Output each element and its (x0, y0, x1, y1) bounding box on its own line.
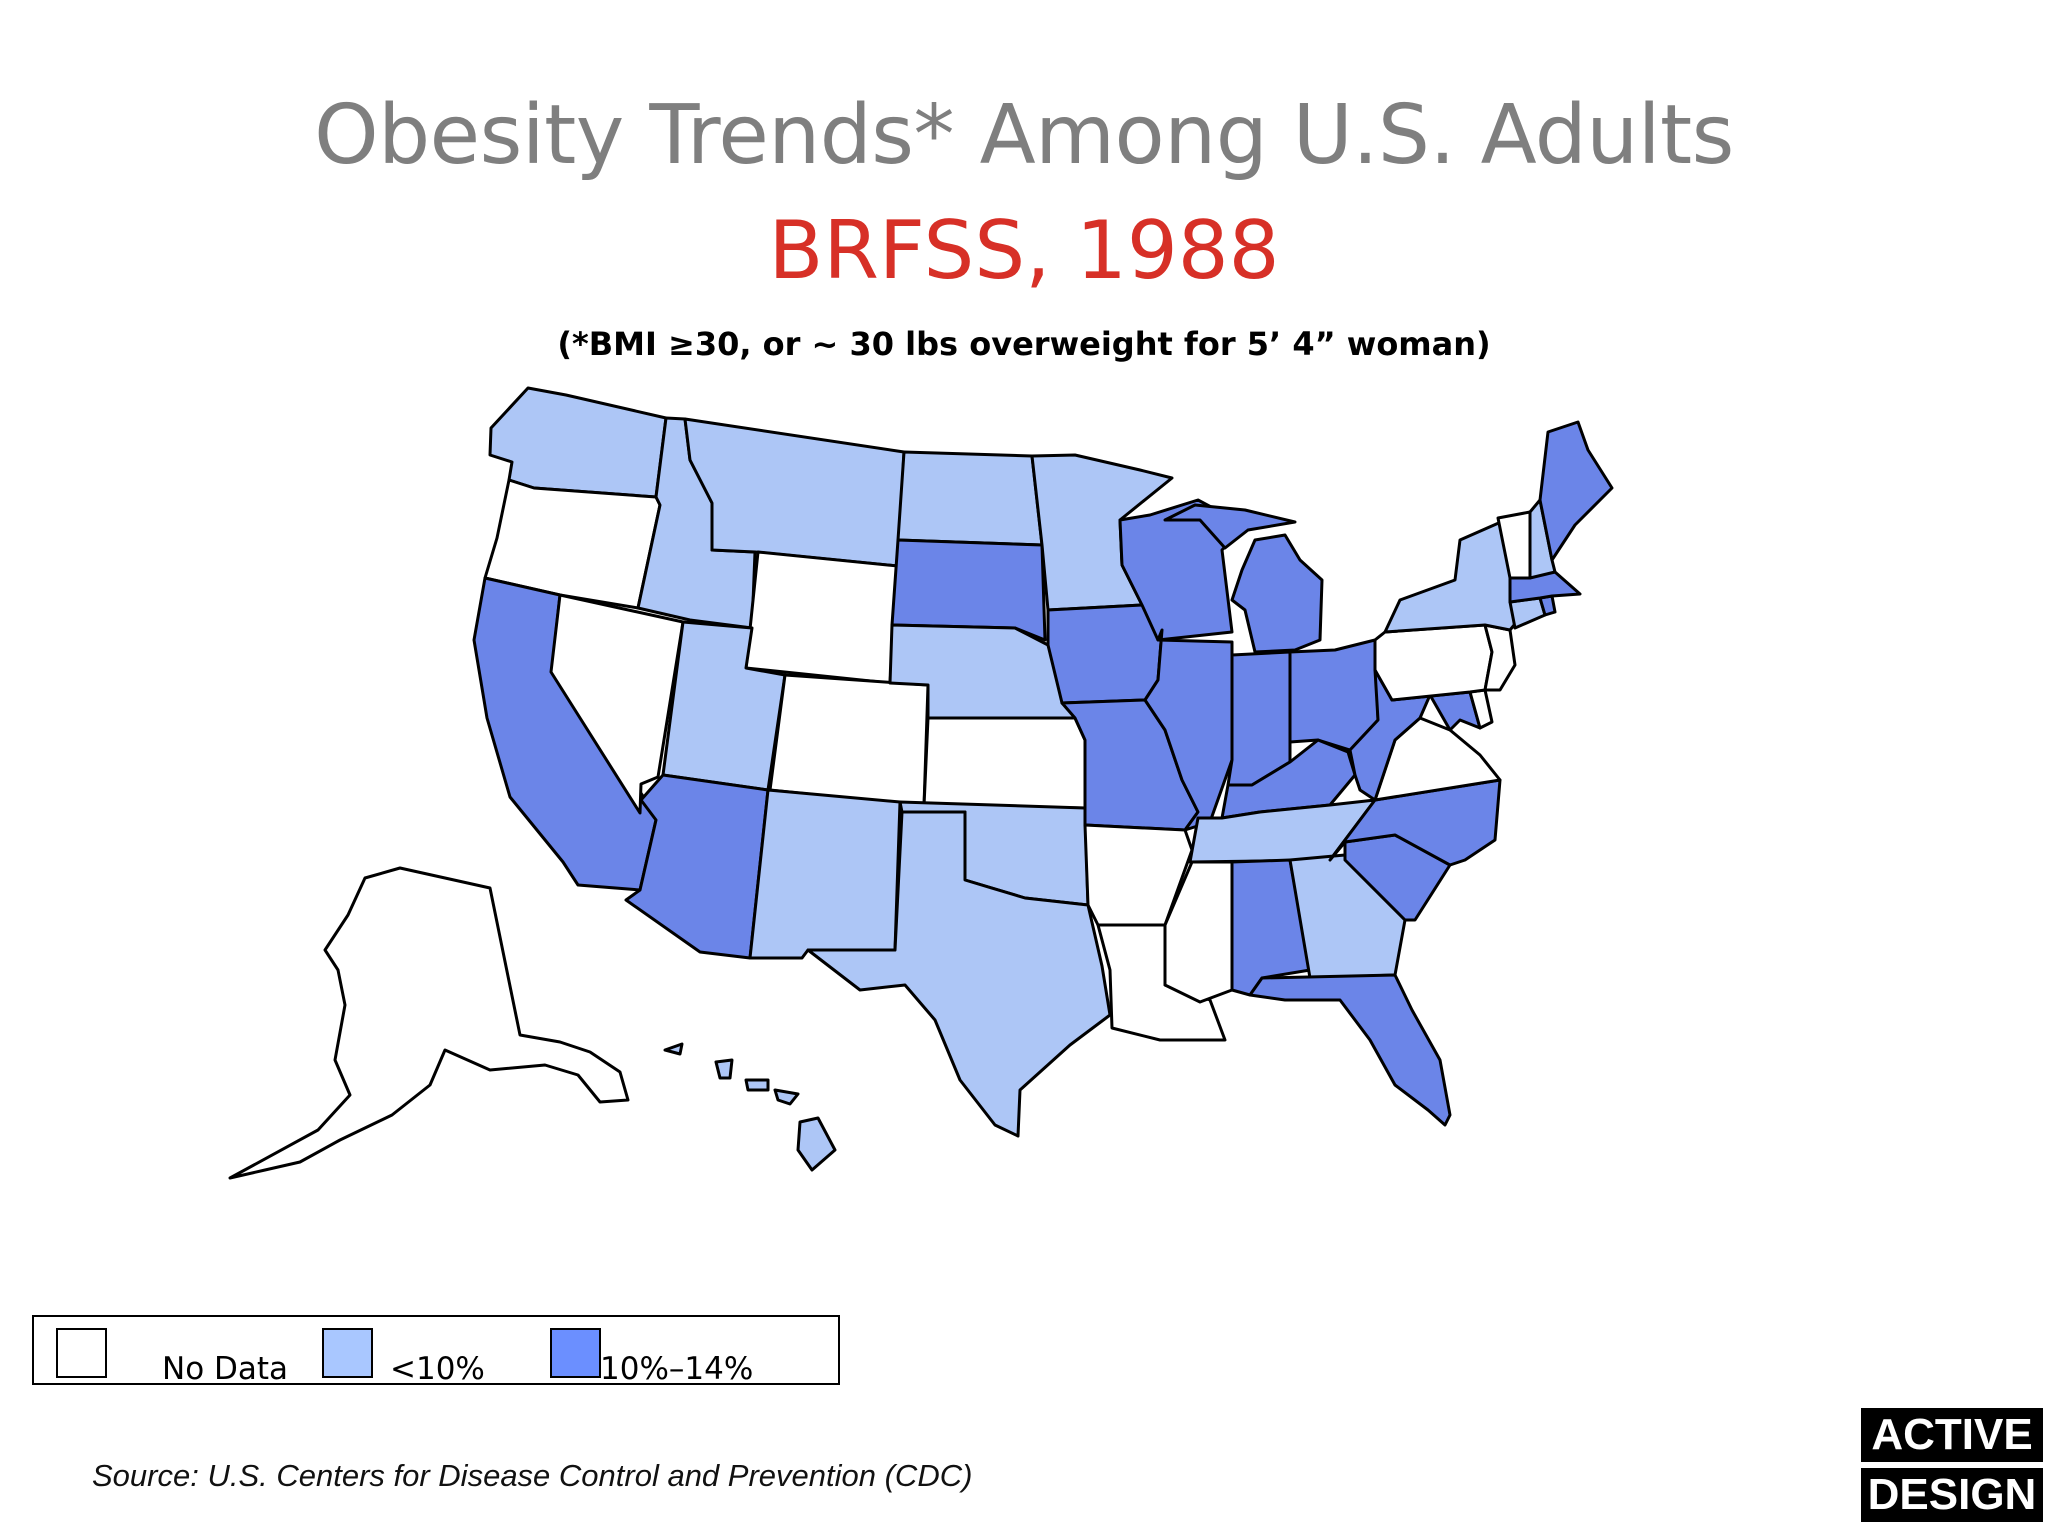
legend-swatch-no-data (56, 1328, 107, 1378)
state-IA (1046, 603, 1164, 705)
active-design-logo: ACTIVE DESIGN (1861, 1408, 2043, 1528)
legend-swatch-lt10 (322, 1328, 373, 1378)
state-UP (1163, 503, 1297, 550)
state-ND (896, 450, 1044, 547)
bmi-note: (*BMI ≥30, or ~ 30 lbs overweight for 5’… (557, 325, 1491, 363)
source-note: Source: U.S. Centers for Disease Control… (92, 1458, 973, 1493)
state-FL (1248, 973, 1452, 1127)
legend: No Data <10% 10%–14% (32, 1315, 840, 1387)
state-HI-4 (773, 1088, 800, 1106)
legend-label-lt10: <10% (390, 1351, 485, 1387)
state-PA (1373, 623, 1494, 702)
state-WA (488, 386, 668, 499)
logo-line-2: DESIGN (1861, 1468, 2043, 1522)
state-AK (228, 866, 630, 1180)
state-MT (683, 417, 906, 568)
state-SD (890, 538, 1047, 642)
state-NM (748, 788, 902, 960)
state-CO (768, 673, 930, 808)
legend-label-no-data: No Data (162, 1351, 289, 1387)
state-WY (744, 550, 900, 685)
legend-label-10-14: 10%–14% (600, 1351, 754, 1387)
state-MI (1230, 533, 1324, 654)
state-NJ (1483, 623, 1517, 692)
legend-swatch-10-14 (550, 1328, 601, 1378)
state-ME (1538, 420, 1614, 562)
state-NH (1528, 498, 1557, 580)
state-AZ (624, 773, 770, 960)
state-HI-1 (663, 1042, 684, 1056)
map-subtitle: BRFSS, 1988 (768, 204, 1280, 297)
state-KS (922, 716, 1087, 810)
state-IN (1226, 650, 1292, 787)
map-title: Obesity Trends* Among U.S. Adults (314, 88, 1734, 183)
logo-line-1: ACTIVE (1861, 1408, 2043, 1462)
state-HI-5 (796, 1116, 837, 1172)
state-GA (1288, 853, 1407, 980)
state-HI-3 (744, 1078, 770, 1092)
state-HI-2 (714, 1058, 734, 1080)
state-TX (806, 810, 1112, 1138)
